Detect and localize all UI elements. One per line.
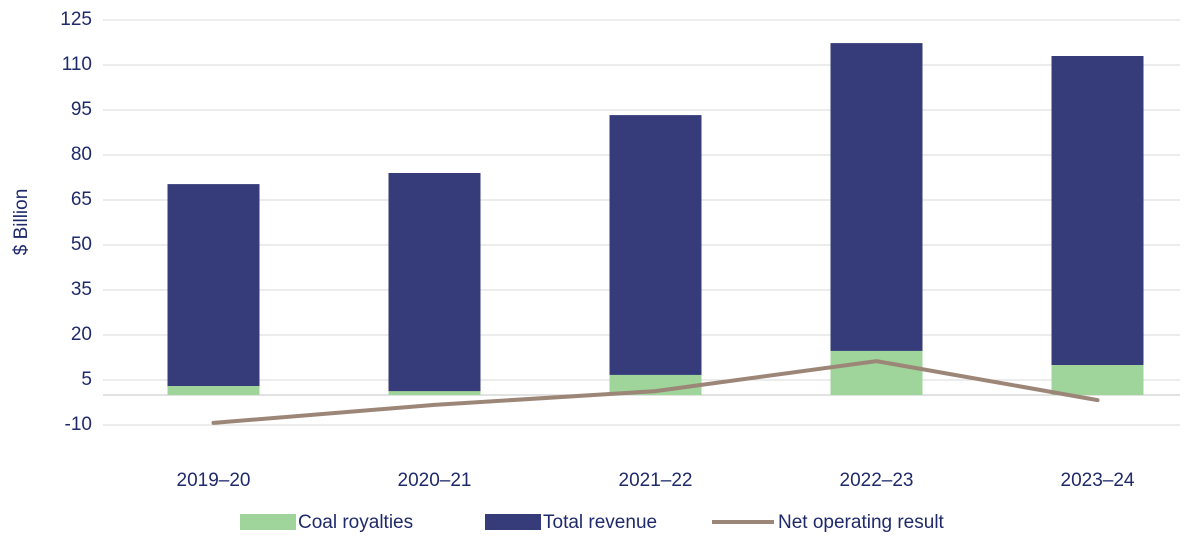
- legend-label: Total revenue: [543, 512, 657, 533]
- x-tick-label: 2023–24: [1061, 470, 1135, 491]
- x-tick-label: 2020–21: [398, 470, 472, 491]
- y-tick-label: 110: [62, 54, 92, 75]
- bar: [388, 173, 481, 395]
- y-tick-label: 5: [81, 369, 92, 390]
- y-axis-label: $ Billion: [11, 189, 32, 256]
- x-tick-label: 2022–23: [840, 470, 914, 491]
- x-tick-label: 2019–20: [177, 470, 251, 491]
- y-tick-label: -10: [65, 414, 92, 435]
- y-tick-label: 35: [71, 279, 92, 300]
- legend-swatch: [485, 514, 541, 530]
- legend-label: Net operating result: [778, 512, 945, 533]
- y-tick-label: 125: [60, 9, 92, 30]
- y-tick-label: 65: [71, 189, 92, 210]
- y-tick-label: 20: [71, 324, 92, 345]
- line: [211, 359, 1100, 425]
- y-tick-label: 80: [71, 144, 92, 165]
- legend-label: Coal royalties: [298, 512, 413, 533]
- x-tick-label: 2021–22: [619, 470, 693, 491]
- bar: [609, 115, 702, 395]
- bar: [167, 184, 260, 395]
- bar: [1051, 365, 1144, 395]
- bar: [388, 391, 481, 395]
- y-tick-label: 50: [71, 234, 92, 255]
- bar: [830, 350, 923, 395]
- bar: [1051, 56, 1144, 395]
- y-tick-label: 95: [71, 99, 92, 120]
- legend-swatch: [240, 514, 296, 530]
- bar: [830, 43, 923, 395]
- bar: [167, 386, 260, 395]
